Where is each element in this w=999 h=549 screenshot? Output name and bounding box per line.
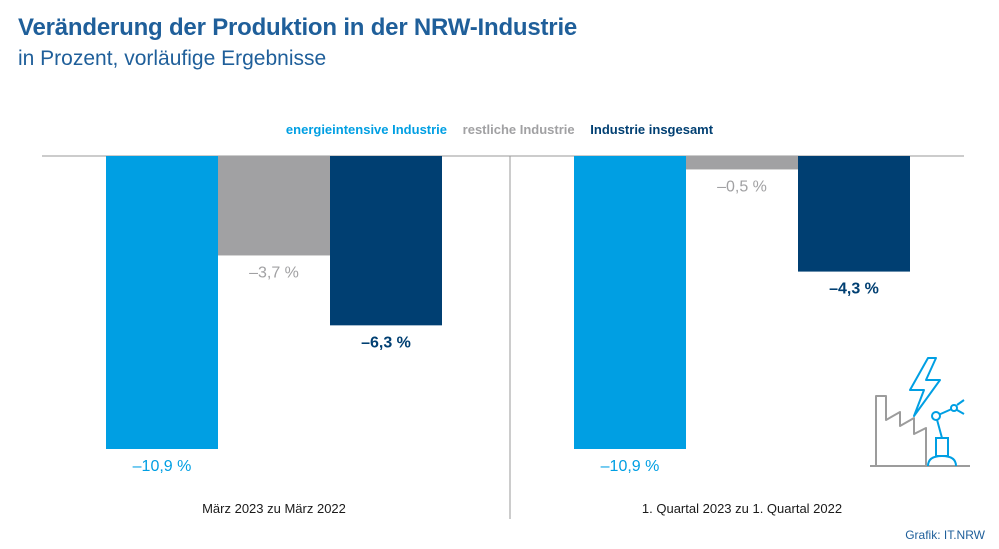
data-label: –10,9 %	[133, 458, 192, 475]
data-label: –0,5 %	[717, 178, 767, 195]
bar	[574, 156, 686, 449]
source-note: Grafik: IT.NRW	[905, 528, 985, 542]
category-label: März 2023 zu März 2022	[202, 501, 346, 516]
legend: energieintensive Industrie restliche Ind…	[0, 122, 999, 137]
data-label: –4,3 %	[829, 281, 879, 298]
legend-item-energieintensiv: energieintensive Industrie	[285, 122, 448, 137]
category-label: 1. Quartal 2023 zu 1. Quartal 2022	[642, 501, 842, 516]
chart-subtitle: in Prozent, vorläufige Ergebnisse	[18, 47, 327, 70]
legend-item-gesamt: Industrie insgesamt	[590, 122, 714, 137]
chart-title: Veränderung der Produktion in der NRW-In…	[18, 14, 578, 41]
bar	[218, 156, 330, 256]
bar	[106, 156, 218, 449]
legend-item-restlich: restliche Industrie	[462, 122, 575, 137]
data-label: –3,7 %	[249, 264, 299, 281]
bar	[330, 156, 442, 326]
data-label: –6,3 %	[361, 334, 411, 351]
factory-robot-lightning-icon	[866, 354, 976, 479]
data-label: –10,9 %	[601, 458, 660, 475]
bar	[686, 156, 798, 170]
bar	[798, 156, 910, 272]
